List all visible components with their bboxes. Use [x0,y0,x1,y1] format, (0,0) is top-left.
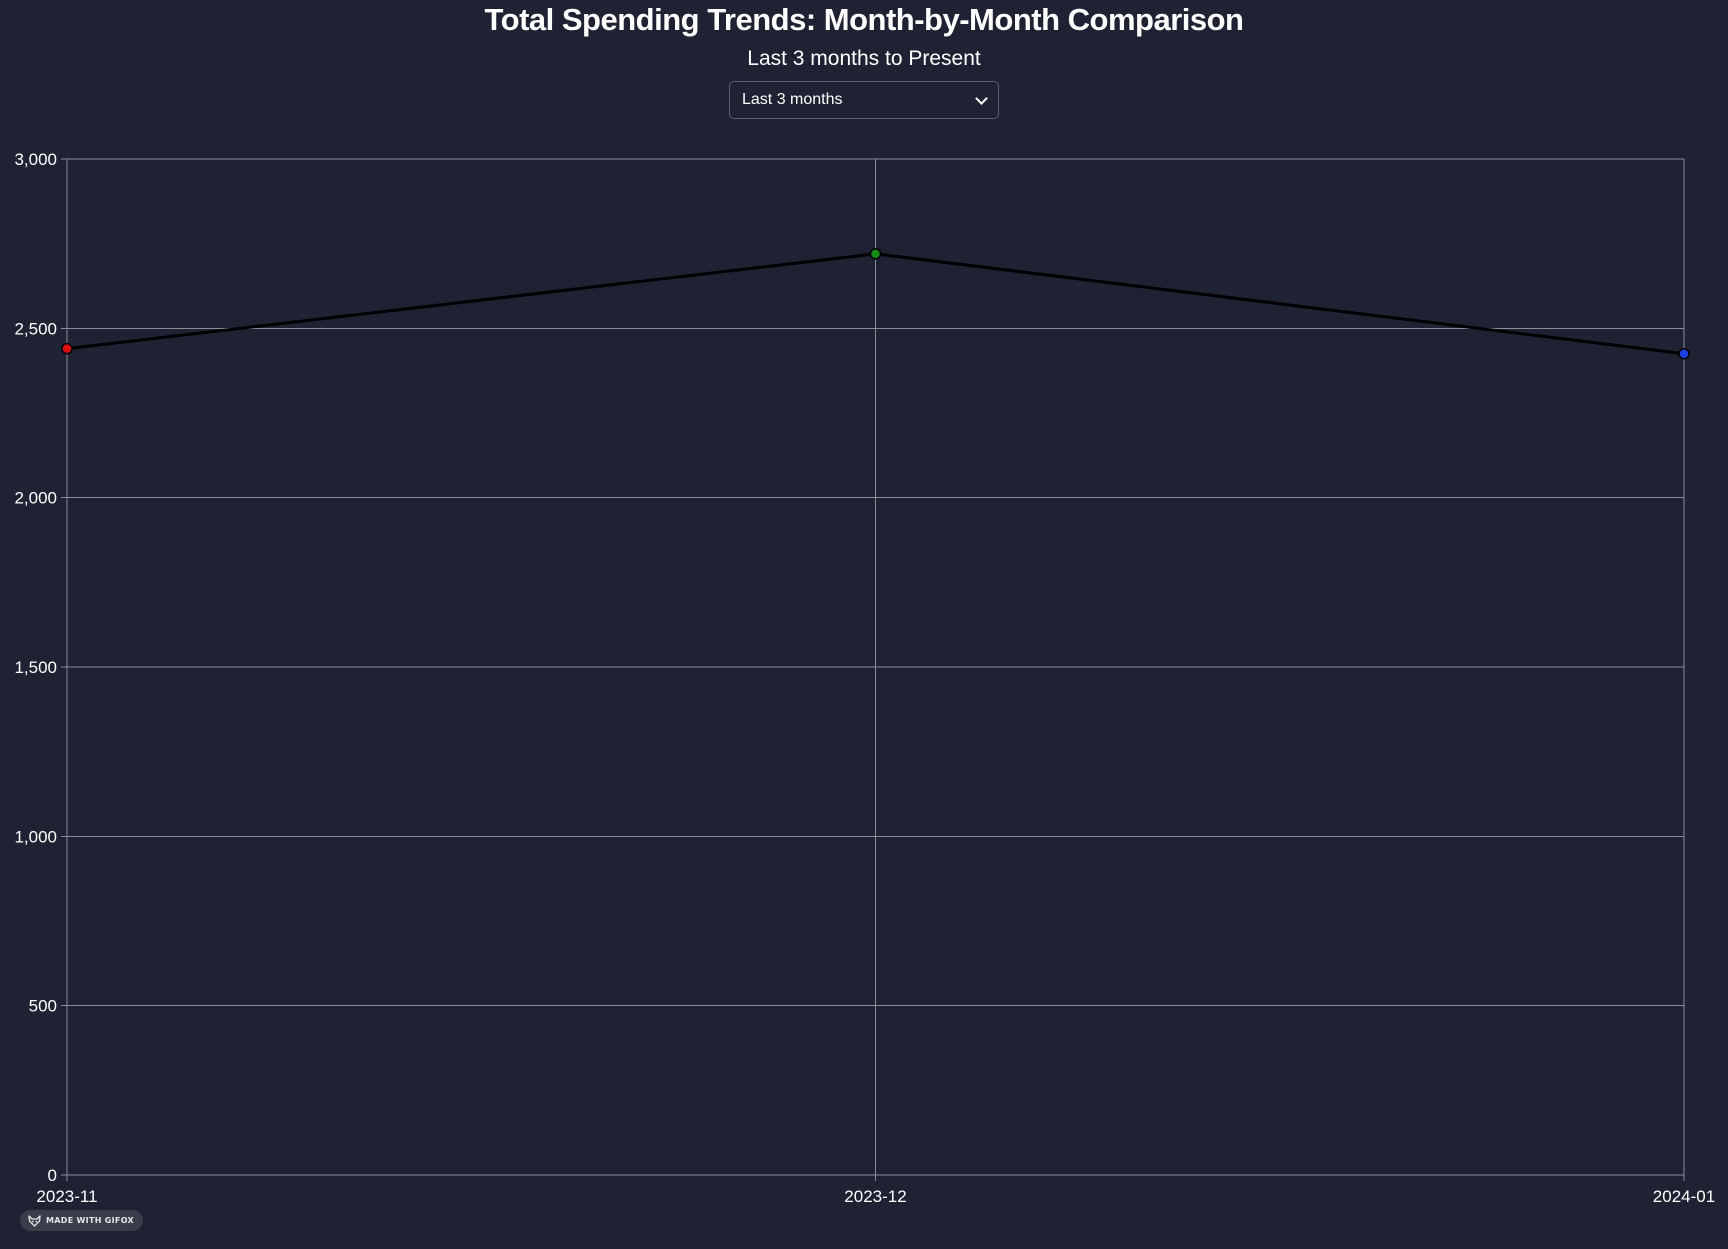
y-tick-label: 3,000 [14,150,57,169]
x-tick-label: 2024-01 [1653,1187,1715,1206]
y-tick-label: 2,500 [14,319,57,338]
y-tick-label: 1,500 [14,658,57,677]
y-tick-label: 2,000 [14,489,57,508]
data-point [1678,347,1690,360]
fox-icon [28,1214,41,1227]
y-tick-label: 1,000 [14,827,57,846]
y-tick-label: 500 [29,997,57,1016]
time-range-select[interactable]: Last 3 months [729,81,999,119]
x-tick-label: 2023-12 [844,1187,906,1206]
data-point [869,248,882,260]
y-tick-label: 0 [48,1166,57,1185]
x-tick-label: 2023-11 [36,1187,97,1206]
time-range-selected-value: Last 3 months [742,91,843,108]
badge-label: MADE WITH GIFOX [46,1216,134,1225]
page-title: Total Spending Trends: Month-by-Month Co… [484,2,1244,37]
page-subtitle: Last 3 months to Present [747,47,981,70]
data-point [61,342,73,355]
gifox-badge: MADE WITH GIFOX [20,1210,143,1231]
